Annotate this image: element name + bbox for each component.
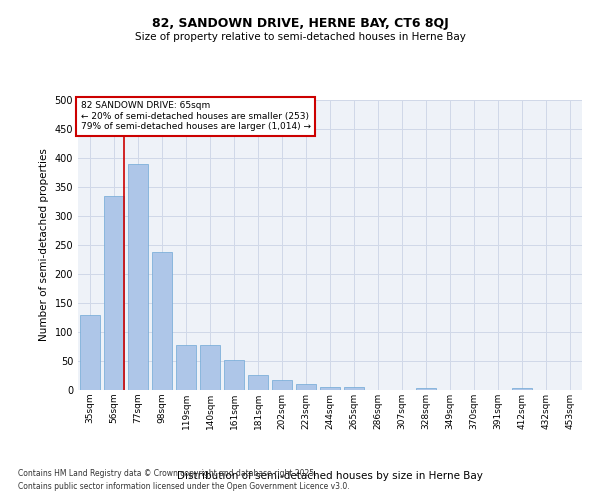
X-axis label: Distribution of semi-detached houses by size in Herne Bay: Distribution of semi-detached houses by … [177,471,483,481]
Text: 82 SANDOWN DRIVE: 65sqm
← 20% of semi-detached houses are smaller (253)
79% of s: 82 SANDOWN DRIVE: 65sqm ← 20% of semi-de… [80,102,311,132]
Bar [104,196,124,390]
Text: 82, SANDOWN DRIVE, HERNE BAY, CT6 8QJ: 82, SANDOWN DRIVE, HERNE BAY, CT6 8QJ [152,18,448,30]
Bar [296,384,316,390]
Text: Contains public sector information licensed under the Open Government Licence v3: Contains public sector information licen… [18,482,350,491]
Bar [224,360,244,390]
Bar [200,345,220,390]
Bar [512,388,532,390]
Y-axis label: Number of semi-detached properties: Number of semi-detached properties [39,148,49,342]
Bar [320,387,340,390]
Bar [344,387,364,390]
Bar [416,388,436,390]
Bar [272,380,292,390]
Bar [128,164,148,390]
Bar [248,375,268,390]
Bar [80,314,100,390]
Bar [152,252,172,390]
Text: Contains HM Land Registry data © Crown copyright and database right 2025.: Contains HM Land Registry data © Crown c… [18,468,317,477]
Bar [176,345,196,390]
Text: Size of property relative to semi-detached houses in Herne Bay: Size of property relative to semi-detach… [134,32,466,42]
